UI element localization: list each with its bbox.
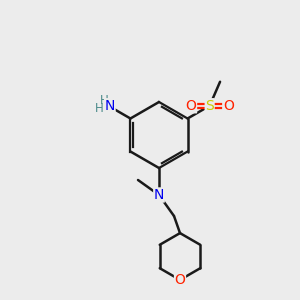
Text: N: N xyxy=(154,188,164,202)
Text: O: O xyxy=(223,99,234,113)
Text: O: O xyxy=(175,273,185,287)
Text: N: N xyxy=(105,99,115,113)
Text: H: H xyxy=(100,94,108,107)
Text: O: O xyxy=(186,99,196,113)
Text: H: H xyxy=(95,102,104,115)
Text: S: S xyxy=(205,99,214,113)
